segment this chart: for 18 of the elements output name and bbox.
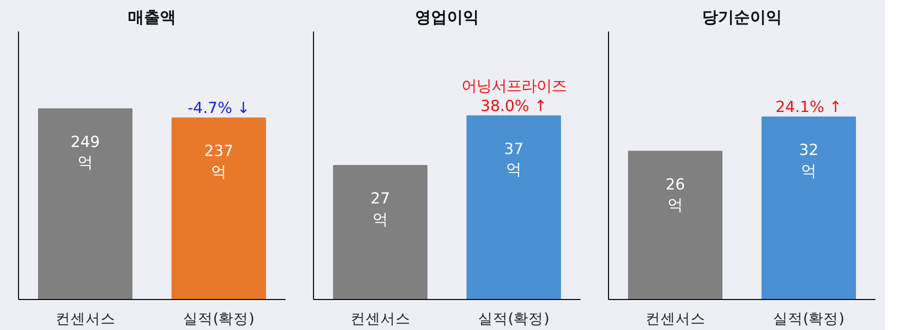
chart-title: 매출액 — [128, 8, 176, 26]
x-tick-label: 컨센서스 — [55, 310, 116, 328]
x-tick-label: 실적(확정) — [773, 310, 844, 328]
data-label: 26 억 — [666, 175, 686, 214]
annotation: 24.1% ↑ — [776, 98, 842, 116]
x-tick-label: 실적(확정) — [183, 310, 254, 328]
x-tick-label: 컨센서스 — [350, 310, 410, 328]
annotation: -4.7% ↓ — [188, 99, 250, 118]
data-label: 237 억 — [204, 142, 234, 181]
chart-title: 당기순이익 — [702, 8, 782, 26]
data-label: 32 억 — [799, 141, 819, 180]
data-label: 37 억 — [504, 140, 524, 179]
data-label: 27 억 — [370, 190, 390, 228]
annotation: 어닝서프라이즈 38.0% ↑ — [461, 77, 566, 115]
x-tick-label: 컨센서스 — [645, 310, 706, 328]
x-tick-label: 실적(확정) — [478, 310, 550, 328]
data-label: 249 억 — [70, 132, 100, 172]
chart-title: 영업이익 — [415, 8, 479, 26]
